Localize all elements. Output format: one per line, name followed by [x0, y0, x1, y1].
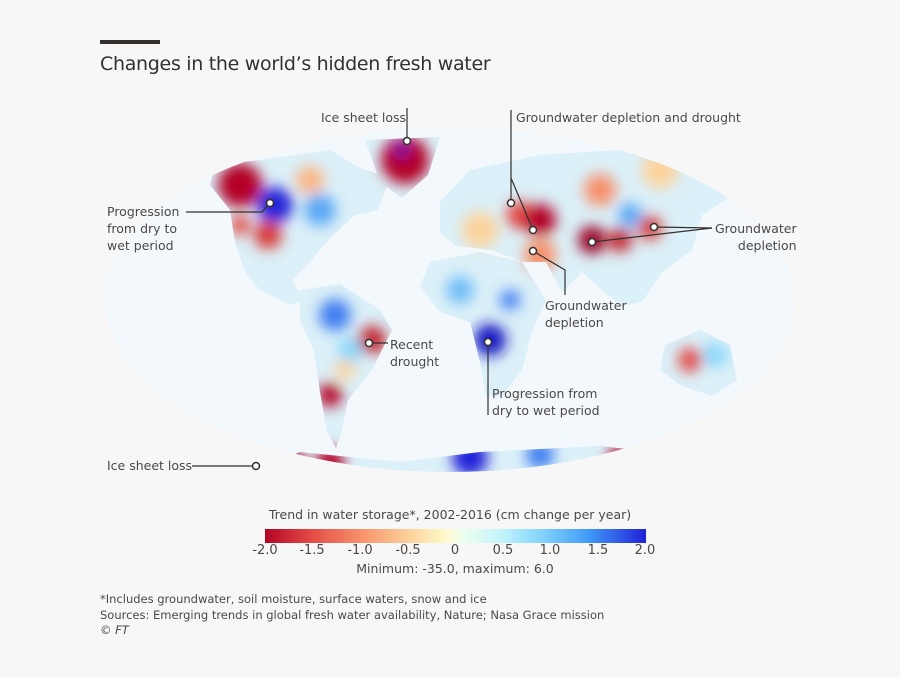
label-groundwater-east: Groundwater depletion — [715, 220, 797, 254]
footnote: *Includes groundwater, soil moisture, su… — [100, 592, 487, 606]
page-title: Changes in the world’s hidden fresh wate… — [100, 53, 491, 75]
label-line: Groundwater — [715, 221, 797, 236]
label-line: Recent — [390, 337, 434, 352]
legend-tick: 1.0 — [539, 543, 561, 558]
label-ice-sheet-antarctica: Ice sheet loss — [107, 458, 193, 473]
annotation-dots — [251, 136, 659, 471]
label-groundwater-drought: Groundwater depletion and drought — [516, 110, 741, 125]
label-line: Groundwater — [545, 298, 627, 313]
label-ice-sheet-greenland: Ice sheet loss — [321, 110, 407, 125]
label-groundwater-mideast: Groundwater depletion — [545, 297, 627, 331]
title-rule — [100, 40, 160, 44]
legend-minmax: Minimum: -35.0, maximum: 6.0 — [356, 561, 554, 576]
label-line: drought — [390, 354, 440, 369]
label-line: depletion — [737, 238, 797, 253]
legend-tick: -0.5 — [395, 543, 421, 558]
label-line: from dry to — [107, 221, 178, 236]
label-progression-africa: Progression from dry to wet period — [492, 385, 600, 419]
copyright: © FT — [100, 623, 129, 637]
legend-tick: -1.5 — [299, 543, 325, 558]
annotation-leaders — [186, 108, 713, 467]
label-progression-na: Progression from dry to wet period — [107, 203, 179, 254]
label-line: dry to wet period — [492, 403, 600, 418]
label-line: wet period — [107, 238, 174, 253]
legend-tick: 2.0 — [634, 543, 656, 558]
label-recent-drought: Recent drought — [390, 336, 439, 370]
label-line: Progression from — [492, 386, 598, 401]
label-line: depletion — [545, 315, 604, 330]
legend-title: Trend in water storage*, 2002-2016 (cm c… — [268, 507, 632, 522]
legend-tick: 1.5 — [587, 543, 609, 558]
legend-tick: 0 — [450, 543, 460, 558]
legend-tick: 0.5 — [492, 543, 514, 558]
sources: Sources: Emerging trends in global fresh… — [100, 608, 605, 622]
legend-color-bar — [265, 529, 646, 543]
legend-tick: -1.0 — [347, 543, 373, 558]
legend-tick: -2.0 — [252, 543, 278, 558]
label-line: Progression — [107, 204, 180, 219]
